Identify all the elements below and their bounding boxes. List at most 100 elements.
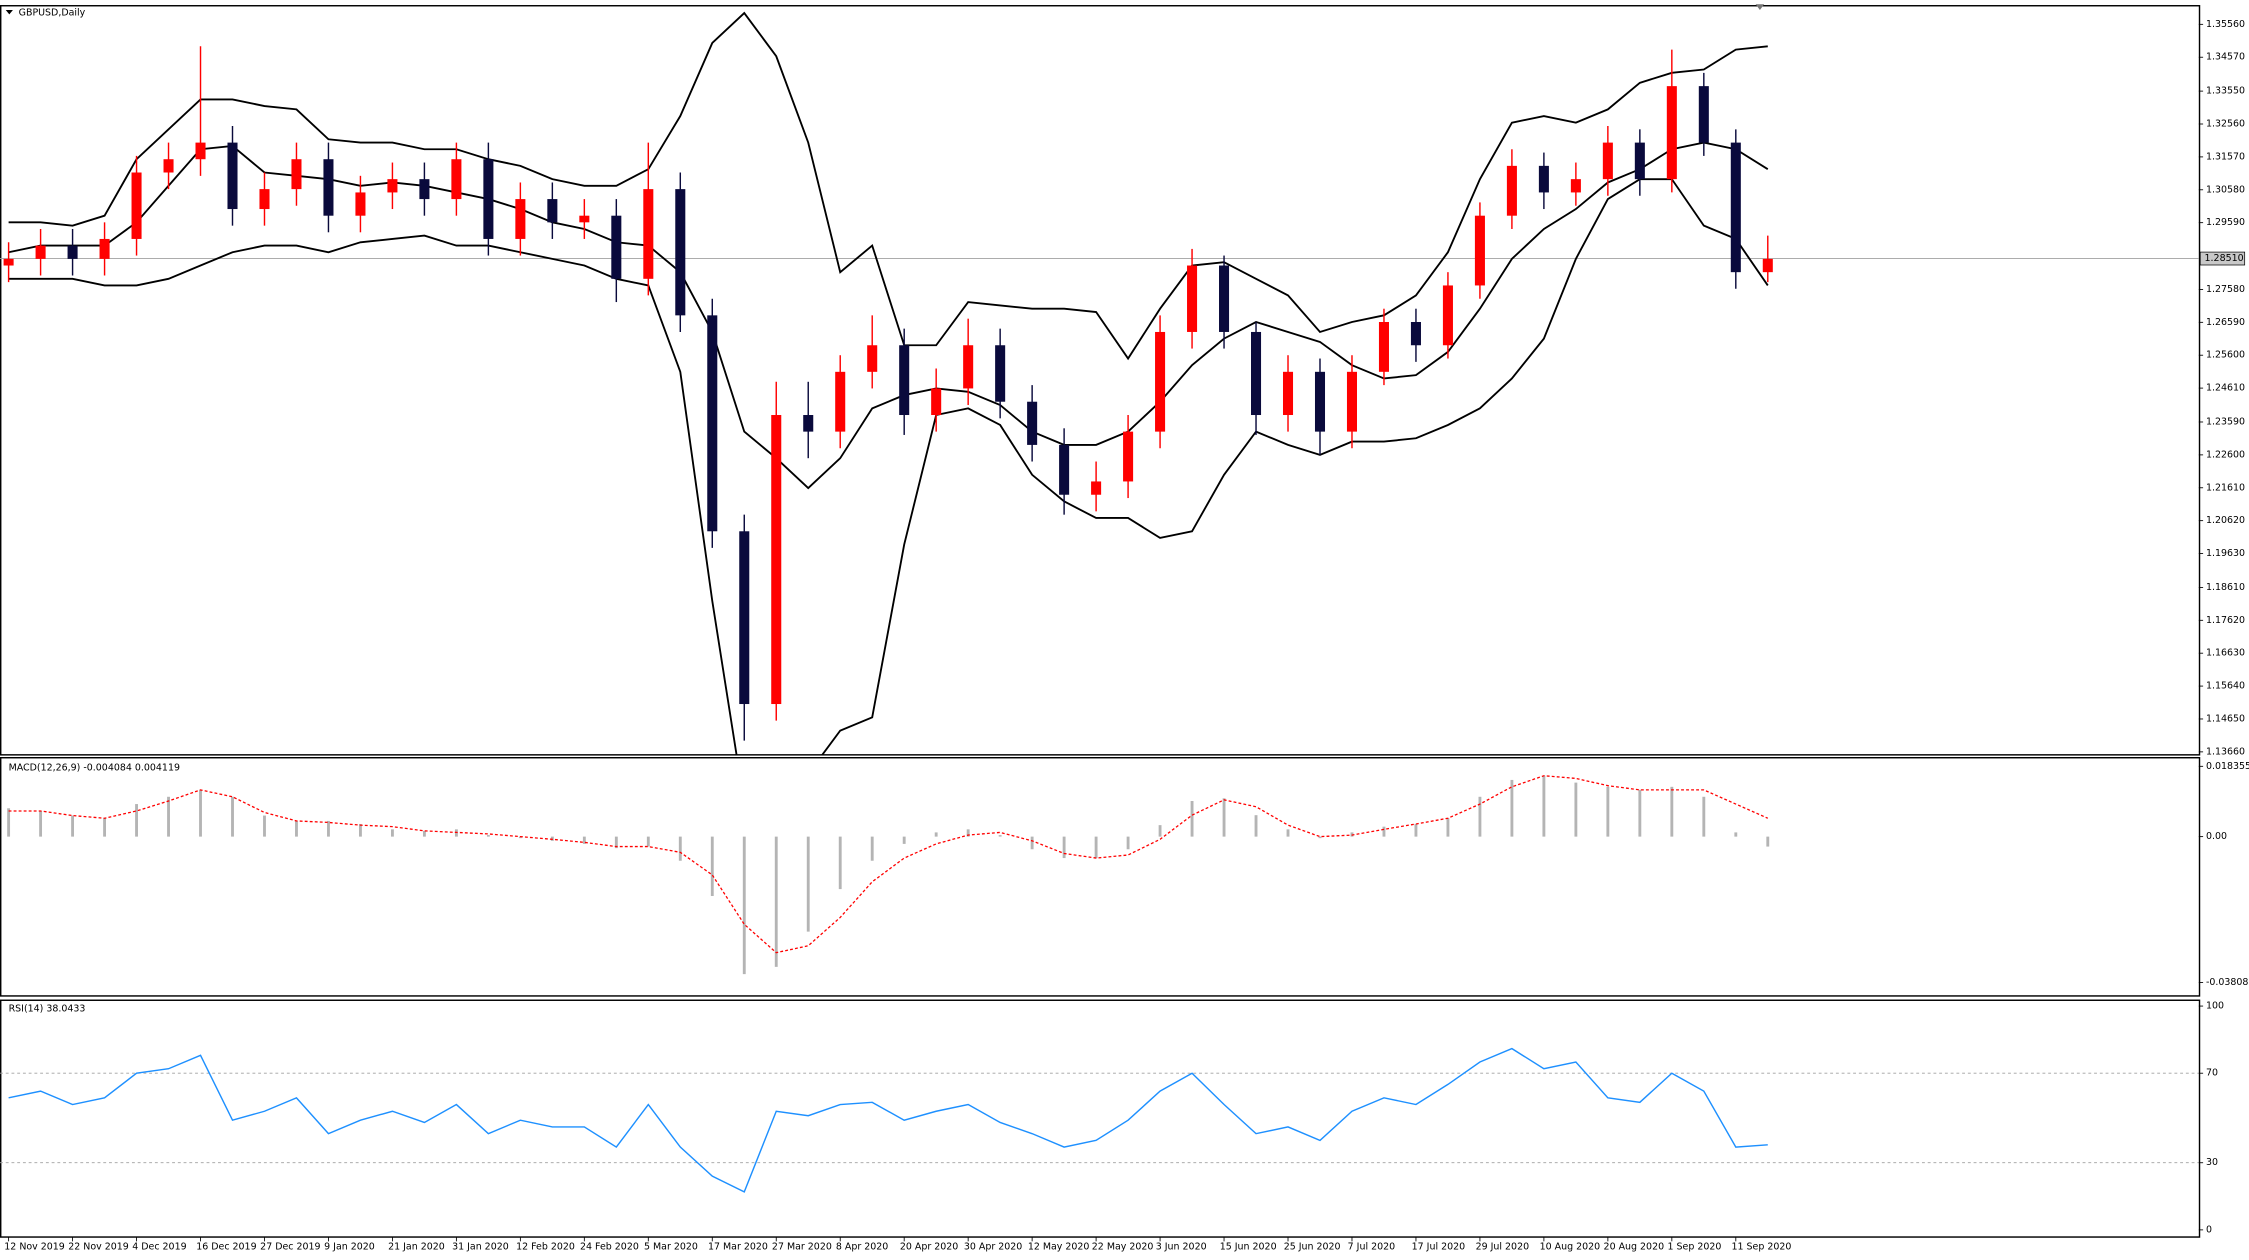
- menu-arrow[interactable]: [5, 10, 13, 15]
- x-tick-label: 3 Jun 2020: [1156, 1242, 1207, 1253]
- price-label-box: [2199, 251, 2246, 266]
- candle-body: [259, 189, 270, 210]
- rsi-title: RSI(14) 38.0433: [9, 1003, 86, 1014]
- candle-body: [1314, 371, 1326, 432]
- x-tick-label: 27 Dec 2019: [260, 1242, 320, 1253]
- bollinger-lower: [8, 178, 1769, 755]
- candle-body: [803, 415, 814, 432]
- macd-title: MACD(12,26,9) -0.004084 0.004119: [9, 762, 180, 773]
- axes: 1.35560 1.34570 1.33550 1.32560 1.31570 1.305…: [4, 19, 2249, 1253]
- candle-body: [1570, 179, 1581, 193]
- x-tick-label: 8 Apr 2020: [836, 1242, 888, 1253]
- x-tick-label: 9 Jan 2020: [324, 1242, 375, 1253]
- y-tick-label: 1.19630: [2206, 548, 2245, 559]
- x-tick-label: 11 Sep 2020: [1732, 1242, 1792, 1253]
- candle-body: [739, 531, 750, 705]
- x-tick-label: 12 Feb 2020: [516, 1242, 575, 1253]
- main-plot: [0, 11, 2199, 755]
- candle-body: [1187, 265, 1198, 332]
- candle-body: [1474, 215, 1485, 286]
- candle-body: [675, 189, 686, 316]
- candle-body: [323, 159, 334, 216]
- candle-body: [1378, 321, 1389, 372]
- shift-marker: [1755, 4, 1765, 11]
- candle-body: [963, 345, 974, 389]
- candle-body: [1155, 331, 1166, 432]
- candle-body: [1442, 285, 1453, 346]
- y-tick-label: 1.22600: [2206, 449, 2245, 460]
- rsi-line: [8, 1047, 1768, 1193]
- x-tick-label: 31 Jan 2020: [452, 1242, 509, 1253]
- y-tick-label: 1.16630: [2206, 648, 2245, 659]
- y-tick-label: 1.24610: [2206, 383, 2245, 394]
- candle-body: [1762, 258, 1773, 273]
- y-tick-label: 1.15640: [2206, 681, 2245, 692]
- candle-body: [1698, 86, 1709, 143]
- candle-body: [35, 245, 46, 259]
- x-tick-label: 20 Aug 2020: [1604, 1242, 1665, 1253]
- candle-body: [1602, 142, 1613, 180]
- candle-body: [195, 142, 206, 160]
- x-tick-label: 5 Mar 2020: [644, 1242, 698, 1253]
- candle-body: [547, 199, 558, 223]
- y-tick-label: 1.20620: [2206, 515, 2245, 526]
- candle-body: [483, 159, 494, 239]
- y-tick-label: 1.29590: [2206, 217, 2245, 228]
- x-tick-label: 7 Jul 2020: [1348, 1242, 1395, 1253]
- candle-body: [1538, 165, 1549, 193]
- candle-body: [3, 258, 14, 266]
- candle-body: [1123, 431, 1134, 482]
- x-tick-label: 22 Nov 2019: [68, 1242, 129, 1253]
- y-tick-label: 1.23590: [2206, 416, 2245, 427]
- bollinger-upper: [8, 11, 1768, 361]
- y-tick-label: 1.17620: [2206, 615, 2245, 626]
- candle-body: [67, 245, 78, 259]
- candle-body: [1634, 142, 1645, 180]
- rsi-plot: [0, 1047, 2199, 1193]
- candle-body: [611, 215, 622, 279]
- y-tick-label: 1.31570: [2206, 151, 2245, 162]
- candle-body: [931, 388, 942, 416]
- y-tick-label: 1.21610: [2206, 482, 2245, 493]
- x-tick-label: 27 Mar 2020: [772, 1242, 832, 1253]
- candle-body: [579, 215, 590, 223]
- candle-body: [99, 238, 110, 259]
- x-tick-label: 17 Mar 2020: [708, 1242, 768, 1253]
- y-tick-label: 1.33550: [2206, 86, 2245, 97]
- candle-body: [899, 345, 910, 416]
- price-label: 1.28510: [2205, 253, 2244, 264]
- candle-body: [1251, 331, 1262, 416]
- y-tick-label: 1.34570: [2206, 52, 2245, 63]
- x-tick-label: 17 Jul 2020: [1412, 1242, 1466, 1253]
- candle-body: [163, 159, 174, 173]
- chart-title: GBPUSD,Daily: [19, 7, 86, 18]
- x-tick-label: 20 Apr 2020: [900, 1242, 958, 1253]
- candle-body: [995, 345, 1006, 402]
- x-tick-label: 29 Jul 2020: [1476, 1242, 1530, 1253]
- candle-body: [419, 179, 430, 200]
- candle-body: [227, 142, 238, 210]
- candle-body: [291, 159, 302, 190]
- candle-body: [355, 192, 366, 216]
- candle-body: [1410, 321, 1421, 346]
- candle-body: [1346, 371, 1358, 432]
- y-tick-label: 100: [2206, 1001, 2224, 1012]
- x-tick-label: 22 May 2020: [1092, 1242, 1154, 1253]
- x-tick-label: 15 Jun 2020: [1220, 1242, 1277, 1253]
- x-tick-label: 30 Apr 2020: [964, 1242, 1022, 1253]
- y-tick-label: 1.18610: [2206, 582, 2245, 593]
- rsi-panel: [0, 999, 2201, 1238]
- y-tick-label: 1.26590: [2206, 317, 2245, 328]
- y-tick-label: 0: [2206, 1224, 2212, 1235]
- y-tick-label: 70: [2206, 1068, 2218, 1079]
- x-tick-label: 24 Feb 2020: [580, 1242, 639, 1253]
- candle-body: [515, 199, 526, 239]
- x-tick-label: 10 Aug 2020: [1540, 1242, 1601, 1253]
- candle-body: [1282, 371, 1294, 416]
- main-panel: [0, 5, 2201, 756]
- y-tick-label: 1.35560: [2206, 19, 2245, 30]
- y-tick-label: 1.13660: [2206, 746, 2245, 757]
- candle-body: [1730, 142, 1741, 273]
